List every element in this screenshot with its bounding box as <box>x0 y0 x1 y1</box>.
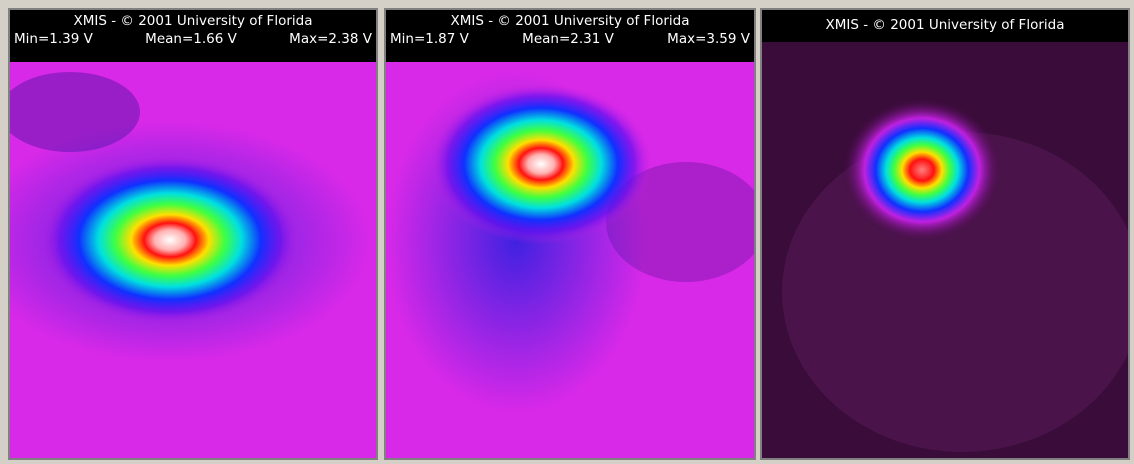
hotspot <box>431 84 651 244</box>
header: XMIS - © 2001 University of Florida <box>762 10 1128 42</box>
stat-max: Max=3.59 V <box>667 31 750 47</box>
heatmap <box>762 42 1128 458</box>
image-panel: XMIS - © 2001 University of Florida <box>760 8 1130 460</box>
heatmap <box>10 62 376 458</box>
header: XMIS - © 2001 University of Florida Min=… <box>10 10 376 62</box>
title: XMIS - © 2001 University of Florida <box>825 17 1065 33</box>
stat-mean: Mean=2.31 V <box>522 31 614 47</box>
stats: Min=1.87 V Mean=2.31 V Max=3.59 V <box>386 30 754 48</box>
stat-max: Max=2.38 V <box>289 31 372 47</box>
hotspot <box>842 98 1002 242</box>
title: XMIS - © 2001 University of Florida <box>450 13 690 29</box>
stat-min: Min=1.87 V <box>390 31 469 47</box>
stat-mean: Mean=1.66 V <box>145 31 237 47</box>
header: XMIS - © 2001 University of Florida Min=… <box>386 10 754 62</box>
title: XMIS - © 2001 University of Florida <box>73 13 313 29</box>
stat-min: Min=1.39 V <box>14 31 93 47</box>
hotspot <box>40 155 300 325</box>
image-panel: XMIS - © 2001 University of Florida Min=… <box>384 8 756 460</box>
stats: Min=1.39 V Mean=1.66 V Max=2.38 V <box>10 30 376 48</box>
heatmap <box>386 62 754 458</box>
image-panel: XMIS - © 2001 University of Florida Min=… <box>8 8 378 460</box>
